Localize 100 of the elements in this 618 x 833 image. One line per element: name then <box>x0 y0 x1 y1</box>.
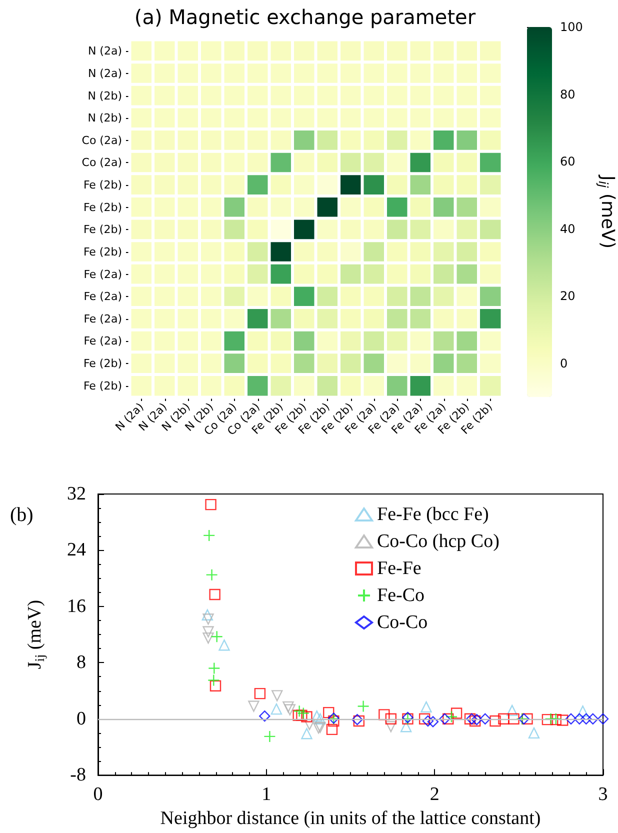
point <box>357 700 370 712</box>
point <box>542 714 554 726</box>
point <box>203 529 216 542</box>
x-tick-label: 1 <box>262 784 272 806</box>
point <box>328 715 340 727</box>
y-tick-label: Co (2a) <box>82 134 122 147</box>
color-bar-label: 80 <box>560 87 576 102</box>
point <box>557 714 568 726</box>
point <box>580 713 592 724</box>
color-bar-label: 60 <box>560 154 576 169</box>
color-bar-label: 40 <box>560 222 576 236</box>
point <box>480 713 491 724</box>
point <box>202 626 214 638</box>
y-tick-label: Fe (2b) <box>83 379 122 392</box>
chart-title: (a) Magnetic exchange parameter <box>134 5 476 29</box>
color-bar-label: 20 <box>560 289 576 304</box>
legend-label: Fe-Fe <box>377 558 422 579</box>
y-tick-label: N (2a) <box>88 44 122 58</box>
color-bar-label: 100 <box>560 20 583 34</box>
x-tick-label: 2 <box>430 784 440 806</box>
point <box>597 713 609 724</box>
y-tick-label: 8 <box>76 652 86 674</box>
point <box>248 700 260 712</box>
point <box>293 705 306 718</box>
y-tick-label: Fe (2a) <box>84 290 122 304</box>
y-tick-label: Fe (2b) <box>83 245 122 258</box>
point <box>210 630 223 643</box>
point <box>314 713 326 724</box>
legend-label: Fe-Fe (bcc Fe) <box>377 504 489 525</box>
point <box>439 713 450 724</box>
point <box>210 680 222 692</box>
point <box>296 710 308 721</box>
point <box>311 710 322 722</box>
point <box>427 716 439 728</box>
y-tick-label: Fe (2b) <box>83 200 122 214</box>
point <box>385 721 396 732</box>
point <box>565 713 577 724</box>
point <box>202 609 214 620</box>
y-tick-label: 0 <box>76 708 86 730</box>
point <box>445 710 458 723</box>
y-tick-label: Fe (2a) <box>84 334 122 348</box>
point <box>297 707 310 720</box>
point <box>272 690 283 702</box>
y-tick-label: N (2b) <box>88 112 122 125</box>
point <box>206 568 218 581</box>
point <box>259 710 270 722</box>
point <box>400 721 412 732</box>
legend-label: Co-Co <box>377 612 428 633</box>
point <box>301 711 312 722</box>
point <box>420 701 432 713</box>
point <box>385 713 396 724</box>
point <box>292 710 304 721</box>
y-tick-label: Fe (2a) <box>84 268 122 281</box>
y-tick-label: Fe (2b) <box>83 223 122 236</box>
point <box>422 715 434 727</box>
x-tick-label: 3 <box>598 784 608 806</box>
point <box>202 632 214 644</box>
point <box>323 706 334 718</box>
y-tick-label: N (2a) <box>88 66 122 80</box>
point <box>264 730 276 743</box>
x-axis-title: Neighbor distance (in units of the lattice constant) <box>160 808 541 829</box>
point <box>208 674 220 686</box>
point <box>450 708 462 719</box>
point <box>254 688 266 700</box>
y-axis-title: Jij (meV) <box>24 600 47 670</box>
point <box>284 704 296 716</box>
point <box>218 639 230 651</box>
point <box>442 713 454 724</box>
point <box>587 713 598 724</box>
y-tick-label: 32 <box>67 484 86 504</box>
y-tick-label: -8 <box>70 764 86 786</box>
y-tick-label: Co (2a) <box>82 156 122 170</box>
legend-label: Fe-Co <box>377 585 424 606</box>
point <box>498 713 510 724</box>
point <box>506 704 518 716</box>
point <box>202 613 214 625</box>
point <box>378 709 390 720</box>
point <box>209 588 220 600</box>
point <box>301 728 312 740</box>
color-bar-title: Jij (meV) <box>596 174 618 249</box>
point <box>490 715 501 727</box>
point <box>270 703 282 715</box>
legend-label: Co-Co (hcp Co) <box>377 531 500 552</box>
y-tick-label: Fe (2b) <box>83 178 122 192</box>
point <box>205 498 216 510</box>
y-tick-label: 16 <box>67 596 86 617</box>
y-tick-label: Fe (2a) <box>84 312 122 326</box>
point <box>208 662 220 674</box>
y-tick-label: 24 <box>67 540 86 561</box>
point <box>508 713 520 724</box>
text: (b) <box>10 504 34 526</box>
point <box>577 706 588 717</box>
point <box>418 713 430 724</box>
point <box>282 701 294 713</box>
point <box>574 713 586 724</box>
point <box>326 724 338 736</box>
color-bar-label: 0 <box>560 356 568 370</box>
y-tick-label: Fe (2b) <box>83 357 122 370</box>
y-tick-label: N (2b) <box>88 89 122 102</box>
point <box>528 727 540 739</box>
